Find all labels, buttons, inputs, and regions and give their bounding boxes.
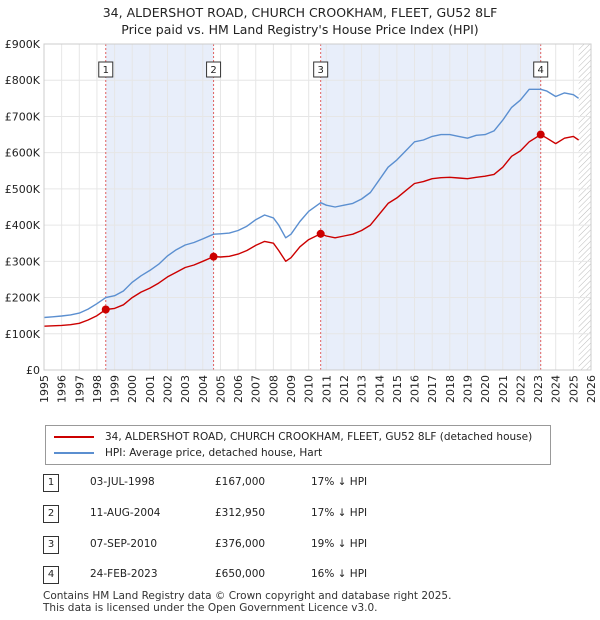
y-tick-label: £400K	[5, 219, 41, 232]
x-tick-label: 2004	[197, 375, 210, 403]
x-tick-label: 2000	[126, 375, 139, 403]
y-tick-label: £0	[26, 364, 40, 377]
sale-number-label: 1	[103, 65, 109, 76]
y-tick-label: £700K	[5, 110, 41, 123]
plot-border	[43, 43, 592, 371]
sale-hpi-diff: 19% ↓ HPI	[311, 538, 368, 550]
sale-price: £167,000	[215, 476, 266, 488]
x-tick-label: 2026	[585, 375, 598, 403]
legend-item-property: 34, ALDERSHOT ROAD, CHURCH CROOKHAM, FLE…	[54, 429, 532, 445]
chart-title-line2: Price paid vs. HM Land Registry's House …	[121, 22, 479, 37]
y-tick-label: £600K	[5, 147, 41, 160]
x-tick-label: 2025	[567, 375, 580, 403]
sale-number-label: 4	[538, 65, 544, 76]
x-tick-label: 2002	[162, 375, 175, 403]
x-tick-label: 2017	[426, 375, 439, 403]
x-tick-label: 2024	[550, 375, 563, 403]
x-tick-label: 2020	[479, 375, 492, 403]
sale-number-label: 3	[317, 65, 323, 76]
property-price-line	[43, 133, 579, 327]
sale-hpi-diff: 17% ↓ HPI	[311, 476, 368, 488]
sale-number-box	[313, 61, 329, 78]
sale-number-box	[206, 61, 222, 78]
chart-legend: 34, ALDERSHOT ROAD, CHURCH CROOKHAM, FLE…	[45, 425, 551, 465]
sales-row: 3 07-SEP-2010 £376,000 19% ↓ HPI	[0, 536, 600, 556]
legend-swatch-property	[54, 436, 94, 438]
sale-number-box	[533, 61, 549, 78]
y-tick-label: £500K	[5, 183, 41, 196]
sale-number-badge: 3	[43, 536, 59, 554]
y-tick-label: £200K	[5, 292, 41, 305]
x-tick-label: 2011	[320, 375, 333, 403]
legend-item-hpi: HPI: Average price, detached house, Hart	[54, 445, 322, 461]
y-tick-label: £100K	[5, 328, 41, 341]
hpi-line	[43, 88, 579, 319]
sale-point	[209, 252, 218, 261]
x-tick-label: 2022	[514, 375, 527, 403]
x-tick-label: 1998	[91, 375, 104, 403]
sale-number-badge: 1	[43, 474, 59, 492]
x-tick-label: 2014	[373, 375, 386, 403]
sale-price: £376,000	[215, 538, 266, 550]
sale-hpi-diff: 16% ↓ HPI	[311, 568, 368, 580]
legend-label-hpi: HPI: Average price, detached house, Hart	[105, 447, 323, 459]
x-tick-label: 2013	[356, 375, 369, 403]
x-tick-label: 1999	[109, 375, 122, 403]
x-tick-label: 2009	[285, 375, 298, 403]
future-hatch	[578, 44, 591, 370]
sale-number-badge: 2	[43, 505, 59, 523]
ownership-shade	[320, 44, 541, 370]
sale-number-box	[98, 61, 114, 78]
x-tick-label: 2023	[532, 375, 545, 403]
sales-row: 4 24-FEB-2023 £650,000 16% ↓ HPI	[0, 566, 600, 586]
sale-number-badge: 4	[43, 566, 59, 584]
x-tick-label: 2018	[444, 375, 457, 403]
x-tick-label: 2010	[303, 375, 316, 403]
sale-date: 03-JUL-1998	[90, 476, 155, 488]
ownership-shade	[105, 44, 214, 370]
x-tick-label: 2015	[391, 375, 404, 403]
y-tick-label: £800K	[5, 74, 41, 87]
x-tick-label: 2003	[179, 375, 192, 403]
x-tick-label: 2019	[461, 375, 474, 403]
legend-swatch-hpi	[54, 452, 94, 454]
sale-date: 11-AUG-2004	[90, 507, 161, 519]
sale-hpi-diff: 17% ↓ HPI	[311, 507, 368, 519]
sale-point	[101, 305, 110, 314]
chart-title-line1: 34, ALDERSHOT ROAD, CHURCH CROOKHAM, FLE…	[102, 5, 498, 20]
x-tick-label: 1997	[73, 375, 86, 403]
price-chart: 1 2 3 4 £0 £100K £200K £300K £400K £500K £600K £700…	[5, 38, 598, 403]
x-tick-label: 2008	[267, 375, 280, 403]
sales-row: 1 03-JUL-1998 £167,000 17% ↓ HPI	[0, 474, 600, 494]
sale-point	[316, 229, 325, 238]
x-tick-label: 2005	[214, 375, 227, 403]
sale-number-label: 2	[210, 65, 216, 76]
footer-copyright: Contains HM Land Registry data © Crown c…	[43, 590, 452, 602]
sale-point	[536, 130, 545, 139]
sale-date: 07-SEP-2010	[90, 538, 158, 550]
sale-price: £312,950	[215, 507, 266, 519]
legend-label-property: 34, ALDERSHOT ROAD, CHURCH CROOKHAM, FLE…	[105, 431, 533, 443]
y-tick-label: £900K	[5, 38, 41, 51]
sale-price: £650,000	[215, 568, 266, 580]
x-tick-label: 1995	[38, 375, 51, 403]
x-tick-label: 2021	[497, 375, 510, 403]
y-tick-label: £300K	[5, 255, 41, 268]
footer-licence: This data is licensed under the Open Gov…	[43, 602, 378, 614]
x-tick-label: 1996	[56, 375, 69, 403]
x-tick-label: 2016	[409, 375, 422, 403]
x-tick-label: 2012	[338, 375, 351, 403]
x-tick-label: 2001	[144, 375, 157, 403]
sales-row: 2 11-AUG-2004 £312,950 17% ↓ HPI	[0, 505, 600, 525]
x-tick-label: 2006	[232, 375, 245, 403]
x-tick-label: 2007	[250, 375, 263, 403]
sale-date: 24-FEB-2023	[90, 568, 158, 580]
